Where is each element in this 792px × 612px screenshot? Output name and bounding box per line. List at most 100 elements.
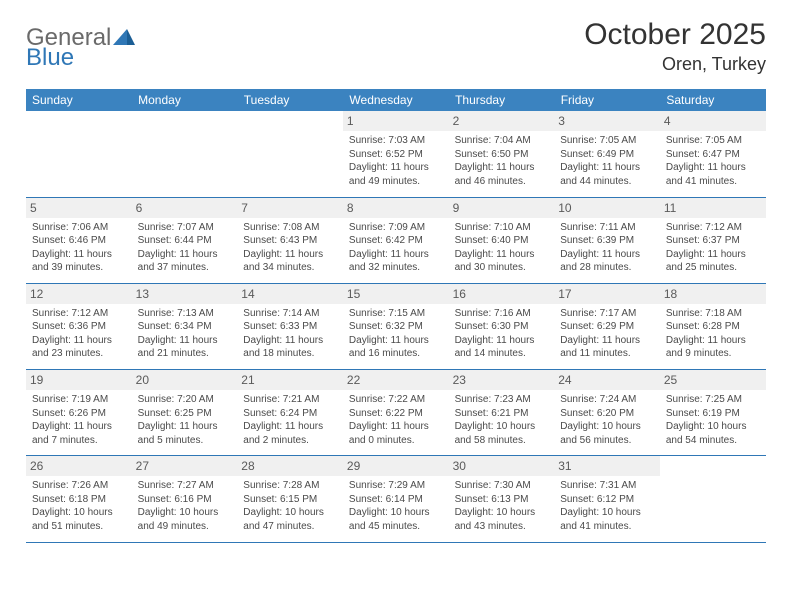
day-number: 6 [132,198,238,218]
day-details: Sunrise: 7:27 AMSunset: 6:16 PMDaylight:… [138,479,232,533]
sunset-text: Sunset: 6:30 PM [455,320,549,334]
day-details: Sunrise: 7:06 AMSunset: 6:46 PMDaylight:… [32,221,126,275]
daylight-text: Daylight: 10 hours and 56 minutes. [560,420,654,447]
day-cell: 13 Sunrise: 7:13 AMSunset: 6:34 PMDayligh… [132,283,238,369]
sunset-text: Sunset: 6:25 PM [138,407,232,421]
daylight-text: Daylight: 10 hours and 45 minutes. [349,506,443,533]
sunset-text: Sunset: 6:49 PM [560,148,654,162]
sunset-text: Sunset: 6:24 PM [243,407,337,421]
day-details: Sunrise: 7:23 AMSunset: 6:21 PMDaylight:… [455,393,549,447]
sunset-text: Sunset: 6:43 PM [243,234,337,248]
day-number: 20 [132,370,238,390]
weekday-header: Wednesday [343,89,449,111]
day-cell: 21Sunrise: 7:21 AMSunset: 6:24 PMDayligh… [237,369,343,455]
day-details: Sunrise: 7:17 AMSunset: 6:29 PMDaylight:… [560,307,654,361]
weekday-row: Sunday Monday Tuesday Wednesday Thursday… [26,89,766,111]
bottom-rule [26,542,766,543]
day-number: 7 [237,198,343,218]
daylight-text: Daylight: 10 hours and 41 minutes. [560,506,654,533]
sunrise-text: Sunrise: 7:03 AM [349,134,443,148]
day-number: 19 [26,370,132,390]
daylight-text: Daylight: 10 hours and 47 minutes. [243,506,337,533]
sunrise-text: Sunrise: 7:31 AM [560,479,654,493]
daylight-text: Daylight: 11 hours and 0 minutes. [349,420,443,447]
sunrise-text: Sunrise: 7:12 AM [666,221,760,235]
weekday-header: Friday [554,89,660,111]
day-number: 2 [449,111,555,131]
sunrise-text: Sunrise: 7:06 AM [32,221,126,235]
day-details: Sunrise: 7:08 AMSunset: 6:43 PMDaylight:… [243,221,337,275]
day-number: 15 [343,284,449,304]
daylight-text: Daylight: 11 hours and 41 minutes. [666,161,760,188]
sunset-text: Sunset: 6:21 PM [455,407,549,421]
day-cell: 19 Sunrise: 7:19 AMSunset: 6:26 PMDayligh… [26,369,132,455]
day-cell: 30Sunrise: 7:30 AMSunset: 6:13 PMDayligh… [449,456,555,542]
day-number: 10 [554,198,660,218]
sunrise-text: Sunrise: 7:14 AM [243,307,337,321]
day-number: 14 [237,284,343,304]
day-details: Sunrise: 7:15 AMSunset: 6:32 PMDaylight:… [349,307,443,361]
day-cell [237,111,343,197]
day-cell: 17Sunrise: 7:17 AMSunset: 6:29 PMDayligh… [554,283,660,369]
day-cell: 29Sunrise: 7:29 AMSunset: 6:14 PMDayligh… [343,456,449,542]
sunset-text: Sunset: 6:39 PM [560,234,654,248]
sunrise-text: Sunrise: 7:24 AM [560,393,654,407]
sunrise-text: Sunrise: 7:15 AM [349,307,443,321]
daylight-text: Daylight: 11 hours and 23 minutes. [32,334,126,361]
day-number: 16 [449,284,555,304]
day-cell: 6Sunrise: 7:07 AMSunset: 6:44 PMDaylight… [132,197,238,283]
week-row: 26Sunrise: 7:26 AMSunset: 6:18 PMDayligh… [26,456,766,542]
sunset-text: Sunset: 6:16 PM [138,493,232,507]
day-details: Sunrise: 7:18 AMSunset: 6:28 PMDaylight:… [666,307,760,361]
day-cell: 7 Sunrise: 7:08 AMSunset: 6:43 PMDaylight… [237,197,343,283]
day-cell: 10Sunrise: 7:11 AMSunset: 6:39 PMDayligh… [554,197,660,283]
day-cell [132,111,238,197]
day-details: Sunrise: 7:19 AMSunset: 6:26 PMDaylight:… [32,393,126,447]
calendar-table: Sunday Monday Tuesday Wednesday Thursday… [26,89,766,542]
sunrise-text: Sunrise: 7:28 AM [243,479,337,493]
day-cell: 31Sunrise: 7:31 AMSunset: 6:12 PMDayligh… [554,456,660,542]
day-details: Sunrise: 7:25 AMSunset: 6:19 PMDaylight:… [666,393,760,447]
logo-triangle-icon [113,24,135,52]
day-details: Sunrise: 7:04 AMSunset: 6:50 PMDaylight:… [455,134,549,188]
day-number: 13 [132,284,238,304]
day-details: Sunrise: 7:09 AMSunset: 6:42 PMDaylight:… [349,221,443,275]
logo-text-blue: Blue [26,44,74,71]
day-number: 27 [132,456,238,476]
sunrise-text: Sunrise: 7:26 AM [32,479,126,493]
day-details: Sunrise: 7:03 AMSunset: 6:52 PMDaylight:… [349,134,443,188]
day-number: 28 [237,456,343,476]
day-cell: 1Sunrise: 7:03 AMSunset: 6:52 PMDaylight… [343,111,449,197]
daylight-text: Daylight: 10 hours and 58 minutes. [455,420,549,447]
day-number: 9 [449,198,555,218]
day-number: 4 [660,111,766,131]
day-number: 23 [449,370,555,390]
day-cell: 15 Sunrise: 7:15 AMSunset: 6:32 PMDayligh… [343,283,449,369]
day-details: Sunrise: 7:05 AMSunset: 6:49 PMDaylight:… [560,134,654,188]
sunset-text: Sunset: 6:20 PM [560,407,654,421]
day-number: 12 [26,284,132,304]
day-cell: 3Sunrise: 7:05 AMSunset: 6:49 PMDaylight… [554,111,660,197]
day-details: Sunrise: 7:14 AMSunset: 6:33 PMDaylight:… [243,307,337,361]
daylight-text: Daylight: 11 hours and 30 minutes. [455,248,549,275]
sunset-text: Sunset: 6:19 PM [666,407,760,421]
page-header: General October 2025 Oren, Turkey [26,18,766,75]
sunset-text: Sunset: 6:29 PM [560,320,654,334]
sunrise-text: Sunrise: 7:19 AM [32,393,126,407]
day-details: Sunrise: 7:24 AMSunset: 6:20 PMDaylight:… [560,393,654,447]
day-cell: 23 Sunrise: 7:23 AMSunset: 6:21 PMDayligh… [449,369,555,455]
logo-text-blue-wrap: Blue [26,44,74,72]
sunrise-text: Sunrise: 7:22 AM [349,393,443,407]
daylight-text: Daylight: 11 hours and 37 minutes. [138,248,232,275]
sunset-text: Sunset: 6:34 PM [138,320,232,334]
sunrise-text: Sunrise: 7:17 AM [560,307,654,321]
sunset-text: Sunset: 6:52 PM [349,148,443,162]
day-details: Sunrise: 7:20 AMSunset: 6:25 PMDaylight:… [138,393,232,447]
day-details: Sunrise: 7:13 AMSunset: 6:34 PMDaylight:… [138,307,232,361]
weekday-header: Saturday [660,89,766,111]
daylight-text: Daylight: 11 hours and 44 minutes. [560,161,654,188]
day-details: Sunrise: 7:12 AMSunset: 6:37 PMDaylight:… [666,221,760,275]
location: Oren, Turkey [584,54,766,75]
sunrise-text: Sunrise: 7:09 AM [349,221,443,235]
day-cell: 11Sunrise: 7:12 AMSunset: 6:37 PMDayligh… [660,197,766,283]
